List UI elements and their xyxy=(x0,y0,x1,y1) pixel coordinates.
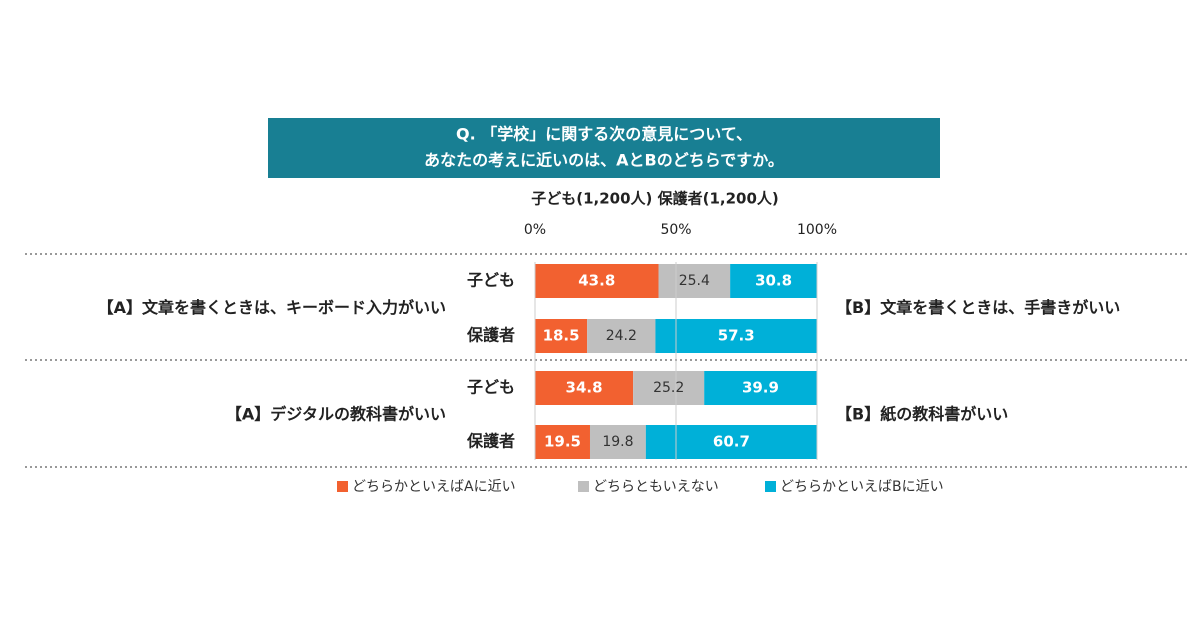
value-label: 57.3 xyxy=(718,327,755,345)
value-label: 19.5 xyxy=(544,433,581,451)
option-a-label: 【A】文章を書くときは、キーボード入力がいい xyxy=(98,298,446,317)
legend-label: どちらともいえない xyxy=(593,479,719,495)
value-label: 24.2 xyxy=(606,328,637,344)
value-label: 30.8 xyxy=(755,272,792,290)
title-box xyxy=(268,118,940,178)
value-label: 39.9 xyxy=(742,379,779,397)
x-tick-label: 0% xyxy=(524,222,546,238)
legend-swatch xyxy=(578,481,589,492)
bar-segment xyxy=(587,319,656,353)
row-label: 子ども xyxy=(467,271,515,290)
x-tick-label: 50% xyxy=(660,222,691,238)
row-label: 子ども xyxy=(467,378,515,397)
option-a-label: 【A】デジタルの教科書がいい xyxy=(226,405,446,424)
option-b-label: 【B】文章を書くときは、手書きがいい xyxy=(836,298,1120,317)
chart-title: あなたの考えに近いのは、AとBのどちらですか。 xyxy=(424,151,784,170)
bar-segment xyxy=(704,371,817,405)
x-tick-label: 100% xyxy=(797,222,837,238)
chart-subtitle: 子ども(1,200人) 保護者(1,200人) xyxy=(531,190,779,208)
bar-segment xyxy=(535,425,590,459)
bar-segment xyxy=(633,371,705,405)
bar-segment xyxy=(535,371,634,405)
option-b-label: 【B】紙の教科書がいい xyxy=(836,405,1008,424)
legend-label: どちらかといえばAに近い xyxy=(352,479,516,495)
bar-segment xyxy=(535,319,588,353)
bar-segment xyxy=(535,264,659,298)
legend-label: どちらかといえばBに近い xyxy=(780,479,944,495)
row-label: 保護者 xyxy=(466,326,515,345)
legend-swatch xyxy=(337,481,348,492)
bar-segment xyxy=(645,425,817,459)
value-label: 18.5 xyxy=(543,327,580,345)
bar-segment xyxy=(589,425,646,459)
value-label: 43.8 xyxy=(578,272,615,290)
bar-segment xyxy=(730,264,817,298)
value-label: 25.2 xyxy=(653,380,684,396)
chart-title: Q. 「学校」に関する次の意見について、 xyxy=(456,125,752,144)
value-label: 60.7 xyxy=(713,433,750,451)
value-label: 19.8 xyxy=(602,434,633,450)
value-label: 34.8 xyxy=(566,379,603,397)
value-label: 25.4 xyxy=(679,273,710,289)
legend-swatch xyxy=(765,481,776,492)
bar-segment xyxy=(658,264,731,298)
bar-segment xyxy=(655,319,817,353)
row-label: 保護者 xyxy=(466,432,515,451)
